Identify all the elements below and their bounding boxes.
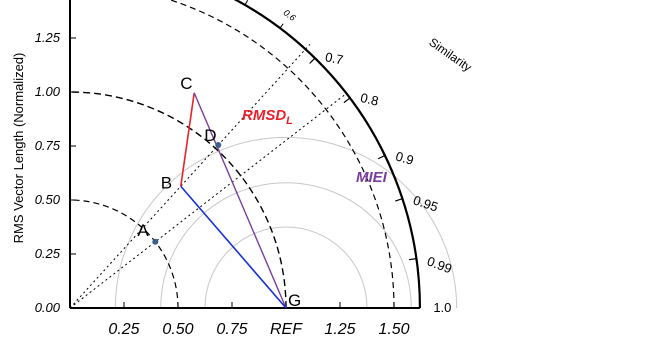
- ref-circle-1: [160, 182, 412, 309]
- similarity-major-tick-1: [343, 97, 351, 104]
- x-tick-label: 1.25: [324, 321, 355, 338]
- x-tick-label: 1.50: [378, 321, 409, 338]
- rmsd-label: RMSD: [242, 107, 286, 124]
- rms-arc-2: [168, 0, 395, 309]
- y-tick-label: 1.25: [35, 30, 61, 45]
- y-axis-title: RMS Vector Length (Normalized): [11, 53, 26, 244]
- similarity-major-tick-4: [408, 258, 417, 261]
- y-tick-label: 0.00: [35, 300, 61, 315]
- similarity-tick-label: 0.6: [282, 8, 298, 24]
- similarity-major-label: 0.99: [425, 253, 454, 276]
- point-label-c: C: [180, 74, 192, 93]
- x-tick-label: 0.50: [162, 321, 193, 338]
- miei-line: [193, 92, 287, 309]
- ref-circle-2: [114, 136, 458, 309]
- similarity-major-label: 1.0: [433, 300, 451, 315]
- y-tick-label: 1.00: [35, 84, 61, 99]
- blue-line: [180, 185, 287, 309]
- y-tick-label: 0.75: [35, 138, 61, 153]
- rms-arc-0: [69, 199, 179, 309]
- similarity-major-tick-0: [309, 57, 316, 64]
- point-label-g: G: [288, 291, 301, 310]
- x-tick-label: 0.75: [216, 321, 247, 338]
- rmsd-subscript: L: [286, 115, 293, 127]
- point-marker-d: [215, 142, 222, 149]
- similarity-major-tick-3: [395, 198, 403, 202]
- axes-layer: 0.00 0.25 0.50 0.75 1.00 1.25 1.50 0.25 0.50 0.75…: [35, 0, 454, 338]
- similarity-major-label: 0.9: [394, 148, 416, 167]
- rmsd-annotation: RMSDL: [242, 107, 293, 127]
- similarity-tick-5: [244, 0, 249, 6]
- x-tick-label: 0.25: [108, 321, 139, 338]
- point-marker-a: [152, 238, 159, 245]
- outer-similarity-arc: [233, 0, 422, 309]
- similarity-major-label: 0.8: [359, 90, 380, 109]
- rmsd-line: [179, 92, 195, 187]
- y-tick-label: 0.50: [35, 192, 61, 207]
- similarity-major-label: 0.95: [411, 192, 440, 214]
- miei-annotation: MIEI: [356, 169, 388, 186]
- y-tick-label: 0.25: [35, 246, 61, 261]
- x-tick-label: REF: [270, 321, 303, 338]
- lines-layer: [69, 44, 347, 309]
- points-layer: A B C D G: [137, 74, 301, 310]
- ref-circle-0: [204, 226, 368, 309]
- rms-arc-1: [69, 91, 287, 309]
- grid-layer: [69, 0, 458, 309]
- similarity-tick-6: [279, 23, 284, 29]
- point-label-b: B: [161, 173, 172, 192]
- similarity-major-label: 0.7: [324, 49, 345, 67]
- point-label-d: D: [204, 126, 216, 145]
- similarity-line-a: [69, 93, 347, 309]
- similarity-axis-title: Similarity: [426, 35, 474, 74]
- point-label-a: A: [137, 221, 149, 240]
- similarity-major-tick-2: [377, 154, 386, 160]
